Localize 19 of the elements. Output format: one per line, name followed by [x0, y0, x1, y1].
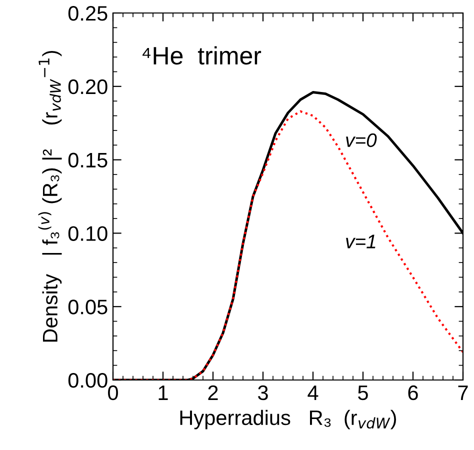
- x-tick-label: 3: [258, 385, 268, 400]
- y-tick-label: 0.10: [68, 226, 108, 241]
- x-tick-label: 0: [108, 385, 118, 400]
- x-tick-label: 1: [158, 386, 168, 400]
- series-label: v=1: [346, 234, 376, 248]
- y-tick-label: 0.25: [68, 6, 108, 21]
- annotation: ⁴He trimer: [142, 46, 262, 65]
- y-tick-label: 0.20: [68, 79, 108, 94]
- y-axis-title: Density | f₃$^{(v)}$ (R₃) |² (r$_{vdW}$$^{−1}$): [38, 50, 62, 342]
- x-tick-label: 4: [308, 386, 318, 400]
- x-axis-title: Hyperradius R₃ (r$_{vdW}$): [180, 410, 396, 430]
- y-tick-label: 0.15: [68, 152, 108, 168]
- x-tick-label: 2: [208, 385, 218, 400]
- y-tick-label: 0.05: [68, 300, 108, 314]
- y-tick-label: 0.00: [68, 373, 108, 388]
- series-label: v=0: [346, 133, 377, 148]
- x-tick-label: 5: [358, 386, 368, 400]
- x-tick-label: 7: [458, 386, 468, 400]
- x-tick-label: 6: [408, 385, 418, 400]
